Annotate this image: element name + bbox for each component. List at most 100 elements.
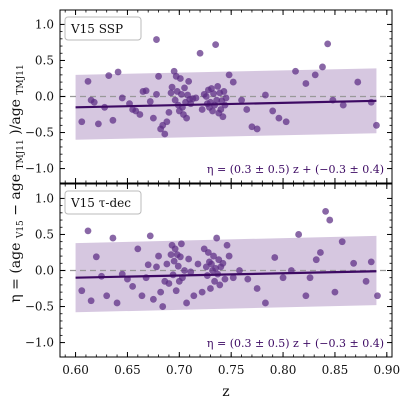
y-ticks: −1.0 −0.5 0.0 0.5 1.0 — [25, 17, 392, 176]
data-point — [114, 68, 122, 76]
data-point — [219, 113, 227, 121]
data-point — [138, 292, 146, 300]
data-point — [177, 240, 185, 248]
data-point — [306, 274, 314, 282]
data-point — [253, 125, 261, 133]
data-point — [225, 71, 233, 79]
fit-equation-label: η = (0.3 ± 0.5) z + (−0.3 ± 0.4) — [207, 337, 384, 350]
y-label-subscript: V15 — [16, 220, 26, 239]
data-point — [109, 234, 117, 242]
data-point — [165, 280, 173, 287]
data-point — [243, 106, 251, 113]
data-point — [311, 71, 319, 79]
data-point — [171, 245, 179, 253]
fit-equation-label: η = (0.3 ± 0.5) z + (−0.3 ± 0.4) — [207, 163, 384, 176]
data-point — [168, 83, 176, 91]
data-point — [214, 83, 222, 90]
data-point — [159, 303, 167, 310]
data-point — [170, 257, 178, 265]
data-point — [312, 256, 320, 264]
data-point — [163, 118, 171, 126]
data-point — [362, 277, 370, 285]
x-tick-label: 0.65 — [114, 363, 141, 377]
x-ticks — [64, 10, 388, 183]
data-point — [198, 288, 206, 296]
y-tick-label: 0.5 — [35, 53, 54, 67]
data-point — [216, 281, 224, 289]
data-point — [146, 232, 154, 240]
data-point — [198, 106, 206, 113]
data-point — [129, 282, 137, 290]
data-point — [153, 263, 160, 271]
data-point — [222, 94, 230, 102]
data-point — [212, 264, 220, 272]
panel-label: V15 τ-dec — [70, 196, 131, 210]
data-point — [196, 49, 204, 57]
data-point — [144, 261, 152, 269]
data-point — [136, 111, 144, 118]
data-point — [90, 98, 98, 106]
data-point — [157, 288, 165, 296]
data-point — [167, 89, 175, 97]
data-point — [210, 252, 217, 260]
x-tick-label: 0.70 — [166, 363, 193, 377]
data-point — [153, 90, 160, 98]
data-point — [161, 130, 169, 138]
scatter-points-layer — [78, 207, 381, 310]
y-label-part: )/age — [8, 99, 24, 135]
data-point — [187, 268, 195, 276]
data-point — [223, 241, 231, 249]
y-label-subscript: TMJ11 — [16, 139, 26, 169]
y-tick-label: 0.0 — [35, 90, 54, 104]
data-point — [94, 120, 102, 128]
data-point — [271, 254, 279, 261]
data-point — [326, 216, 334, 224]
data-point — [220, 88, 228, 95]
data-point — [373, 121, 380, 129]
data-point — [295, 231, 303, 238]
x-tick-label: 0.60 — [62, 363, 89, 377]
data-point — [183, 299, 190, 307]
data-point — [87, 297, 95, 305]
data-point — [92, 253, 100, 261]
data-point — [181, 84, 188, 92]
y-tick-label: 0.0 — [35, 264, 54, 278]
y-label-subscript: TMJ11 — [16, 64, 26, 94]
y-tick-label: 1.0 — [35, 191, 54, 205]
y-tick-label: −0.5 — [25, 300, 54, 314]
data-point — [78, 287, 86, 295]
y-label-part: η = (age — [8, 243, 24, 303]
data-point — [339, 101, 347, 109]
data-point — [212, 41, 220, 48]
data-point — [331, 288, 339, 296]
data-point — [229, 78, 237, 86]
data-point — [322, 207, 329, 215]
data-point — [172, 287, 180, 295]
data-point — [105, 72, 113, 79]
data-point — [269, 107, 277, 115]
data-point — [185, 77, 193, 85]
data-point — [367, 258, 375, 266]
panel-label: V15 SSP — [70, 22, 123, 36]
y-ticks: −1.0 −0.5 0.0 0.5 1.0 — [25, 191, 392, 350]
data-point — [167, 251, 175, 259]
data-point — [202, 263, 210, 271]
data-point — [374, 292, 381, 300]
data-point — [84, 227, 92, 235]
x-tick-labels: 0.60 0.65 0.70 0.75 0.80 0.85 0.90 — [62, 363, 400, 377]
data-point — [165, 108, 173, 116]
data-point — [244, 275, 252, 283]
data-point — [181, 267, 188, 274]
data-point — [319, 63, 326, 71]
panel-label-box: V15 SSP — [64, 16, 142, 41]
data-point — [149, 114, 157, 122]
data-point — [219, 259, 227, 267]
x-tick-label: 0.85 — [322, 363, 349, 377]
data-point — [210, 90, 217, 98]
data-point — [174, 262, 182, 270]
data-point — [217, 106, 225, 113]
data-point — [248, 123, 256, 131]
data-point — [225, 252, 233, 260]
y-label-part: − age — [8, 174, 24, 216]
